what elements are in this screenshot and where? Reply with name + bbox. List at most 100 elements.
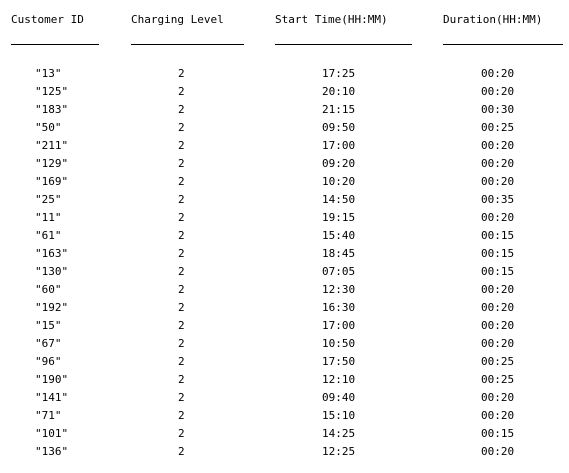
start-time-cell: 15:10 (322, 409, 356, 422)
duration-cell: 00:20 (481, 391, 515, 404)
charging-level-cell: 2 (178, 121, 185, 134)
duration-cell: 00:35 (481, 193, 515, 206)
table-body: "13" 2 17:25 00:20 "125" 2 20:10 00:20 "183" 2 21:… (0, 65, 569, 461)
header-customer-id: Customer ID (11, 13, 84, 26)
table-row: "96" 2 17:50 00:25 (0, 353, 569, 371)
start-time-cell: 09:50 (322, 121, 356, 134)
duration-cell: 00:20 (481, 175, 515, 188)
start-time-cell: 18:45 (322, 247, 356, 260)
duration-cell: 00:15 (481, 247, 515, 260)
duration-cell: 00:20 (481, 157, 515, 170)
customer-id-cell: "136" (35, 445, 69, 458)
customer-id-cell: "169" (35, 175, 69, 188)
duration-cell: 00:20 (481, 445, 515, 458)
start-time-cell: 17:50 (322, 355, 356, 368)
customer-id-cell: "15" (35, 319, 62, 332)
customer-id-cell: "192" (35, 301, 69, 314)
charging-level-cell: 2 (178, 301, 185, 314)
start-time-cell: 10:20 (322, 175, 356, 188)
charging-level-cell: 2 (178, 427, 185, 440)
start-time-cell: 09:20 (322, 157, 356, 170)
header-underline-start-time (275, 44, 412, 45)
customer-id-cell: "125" (35, 85, 69, 98)
customer-id-cell: "129" (35, 157, 69, 170)
table-row: "169" 2 10:20 00:20 (0, 173, 569, 191)
start-time-cell: 14:25 (322, 427, 356, 440)
charging-level-cell: 2 (178, 85, 185, 98)
header-underline-customer-id (11, 44, 99, 45)
start-time-cell: 07:05 (322, 265, 356, 278)
customer-id-cell: "71" (35, 409, 62, 422)
customer-id-cell: "101" (35, 427, 69, 440)
start-time-cell: 17:00 (322, 139, 356, 152)
duration-cell: 00:20 (481, 319, 515, 332)
charging-level-cell: 2 (178, 229, 185, 242)
charging-level-cell: 2 (178, 67, 185, 80)
charging-level-cell: 2 (178, 319, 185, 332)
duration-cell: 00:20 (481, 85, 515, 98)
customer-id-cell: "61" (35, 229, 62, 242)
charging-level-cell: 2 (178, 193, 185, 206)
table-row: "25" 2 14:50 00:35 (0, 191, 569, 209)
charging-level-cell: 2 (178, 211, 185, 224)
start-time-cell: 20:10 (322, 85, 356, 98)
duration-cell: 00:20 (481, 67, 515, 80)
customer-id-cell: "60" (35, 283, 62, 296)
table-row: "163" 2 18:45 00:15 (0, 245, 569, 263)
customer-id-cell: "190" (35, 373, 69, 386)
start-time-cell: 17:00 (322, 319, 356, 332)
customer-id-cell: "141" (35, 391, 69, 404)
customer-id-cell: "67" (35, 337, 62, 350)
duration-cell: 00:20 (481, 301, 515, 314)
duration-cell: 00:20 (481, 211, 515, 224)
charging-level-cell: 2 (178, 103, 185, 116)
customer-id-cell: "163" (35, 247, 69, 260)
start-time-cell: 19:15 (322, 211, 356, 224)
table-row: "50" 2 09:50 00:25 (0, 119, 569, 137)
charging-level-cell: 2 (178, 265, 185, 278)
customer-id-cell: "130" (35, 265, 69, 278)
customer-id-cell: "50" (35, 121, 62, 134)
duration-cell: 00:25 (481, 373, 515, 386)
charging-level-cell: 2 (178, 175, 185, 188)
charging-level-cell: 2 (178, 247, 185, 260)
duration-cell: 00:30 (481, 103, 515, 116)
table-row: "71" 2 15:10 00:20 (0, 407, 569, 425)
customer-id-cell: "11" (35, 211, 62, 224)
charging-level-cell: 2 (178, 445, 185, 458)
header-underline-charging-level (131, 44, 244, 45)
customer-id-cell: "211" (35, 139, 69, 152)
start-time-cell: 14:50 (322, 193, 356, 206)
table-row: "183" 2 21:15 00:30 (0, 101, 569, 119)
duration-cell: 00:25 (481, 355, 515, 368)
table-row: "211" 2 17:00 00:20 (0, 137, 569, 155)
duration-cell: 00:15 (481, 265, 515, 278)
table-row: "13" 2 17:25 00:20 (0, 65, 569, 83)
table-row: "61" 2 15:40 00:15 (0, 227, 569, 245)
charging-level-cell: 2 (178, 337, 185, 350)
header-start-time: Start Time(HH:MM) (275, 13, 388, 26)
table-row: "60" 2 12:30 00:20 (0, 281, 569, 299)
duration-cell: 00:20 (481, 337, 515, 350)
customer-id-cell: "13" (35, 67, 62, 80)
table-row: "101" 2 14:25 00:15 (0, 425, 569, 443)
table-row: "136" 2 12:25 00:20 (0, 443, 569, 461)
header-charging-level: Charging Level (131, 13, 224, 26)
duration-cell: 00:15 (481, 427, 515, 440)
duration-cell: 00:20 (481, 139, 515, 152)
charging-level-cell: 2 (178, 373, 185, 386)
table-row: "15" 2 17:00 00:20 (0, 317, 569, 335)
start-time-cell: 10:50 (322, 337, 356, 350)
table-row: "130" 2 07:05 00:15 (0, 263, 569, 281)
start-time-cell: 17:25 (322, 67, 356, 80)
header-underline-duration (443, 44, 563, 45)
table-row: "125" 2 20:10 00:20 (0, 83, 569, 101)
duration-cell: 00:25 (481, 121, 515, 134)
table-row: "190" 2 12:10 00:25 (0, 371, 569, 389)
charging-level-cell: 2 (178, 139, 185, 152)
start-time-cell: 16:30 (322, 301, 356, 314)
charging-level-cell: 2 (178, 409, 185, 422)
start-time-cell: 12:25 (322, 445, 356, 458)
customer-id-cell: "183" (35, 103, 69, 116)
customer-id-cell: "25" (35, 193, 62, 206)
